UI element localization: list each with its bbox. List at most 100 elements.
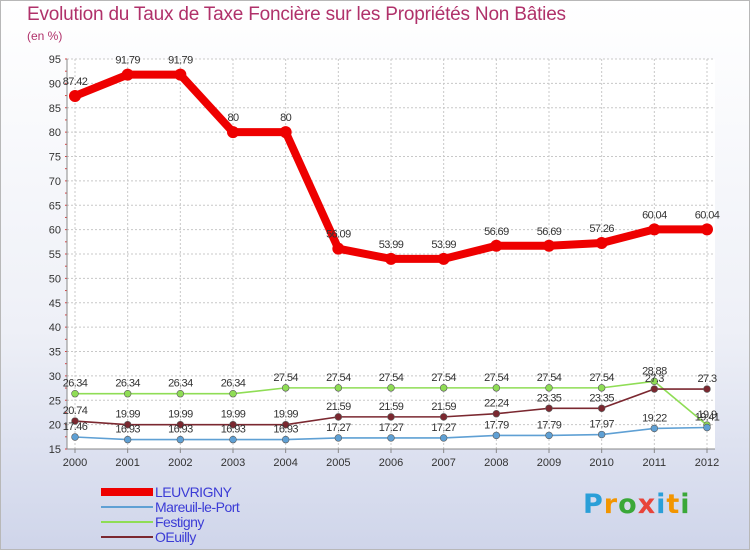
data-label-festigny: 26.34 [115,378,140,390]
data-label-mareuil-le-port: 17.27 [431,422,456,434]
data-label-leuvrigny: 87.42 [63,76,88,88]
data-point-mareuil-le-port [123,435,132,444]
y-tick-label: 70 [49,176,61,188]
logo-letter: o [618,489,638,520]
legend-swatch [101,536,153,538]
x-tick-label: 2003 [221,457,245,469]
legend-label: Festigny [155,514,204,530]
data-label-leuvrigny: 56.09 [326,229,351,241]
data-point-oeuilly [123,420,132,429]
data-label-mareuil-le-port: 17.97 [589,419,614,431]
data-point-leuvrigny [648,223,661,236]
y-tick-label: 20 [49,420,61,432]
x-tick-label: 2007 [431,457,455,469]
data-label-mareuil-le-port: 19.22 [642,412,667,424]
data-label-festigny: 27.54 [484,372,509,384]
data-label-mareuil-le-port: 16.93 [115,424,140,436]
data-label-oeuilly: 27.3 [645,373,664,385]
data-point-festigny [229,390,237,398]
data-point-leuvrigny [227,126,239,139]
data-point-leuvrigny [69,89,81,102]
data-label-leuvrigny: 57.26 [589,223,614,235]
data-point-mareuil-le-port [334,434,343,442]
data-label-mareuil-le-port: 16.93 [273,424,298,436]
data-label-festigny: 27.54 [326,372,351,384]
chart-title: Evolution du Taux de Taxe Foncière sur l… [27,4,566,25]
data-point-mareuil-le-port [176,435,185,444]
y-tick-label: 80 [49,127,61,139]
y-tick-label: 75 [49,152,61,164]
data-point-mareuil-le-port [229,435,237,444]
y-tick-label: 95 [49,54,61,66]
data-point-festigny [650,377,659,386]
legend-label: OEuilly [155,529,196,545]
logo-letter: r [603,489,619,520]
x-tick-label: 2006 [379,457,403,469]
data-label-oeuilly: 21.59 [379,401,404,413]
data-label-festigny: 27.54 [379,372,404,384]
data-label-leuvrigny: 80 [280,112,292,124]
legend-label: Mareuil-le-Port [155,499,240,515]
data-point-leuvrigny [121,68,134,81]
y-tick-label: 45 [49,298,61,310]
data-point-oeuilly [703,385,711,393]
data-point-oeuilly [650,385,659,393]
data-point-oeuilly [229,420,237,429]
legend-swatch [101,521,153,523]
data-label-leuvrigny: 56.69 [484,226,509,238]
data-point-mareuil-le-port [492,431,501,440]
data-point-festigny [597,384,606,392]
data-point-mareuil-le-port [71,433,79,441]
data-label-leuvrigny: 60.04 [695,209,720,221]
data-point-mareuil-le-port [387,434,395,442]
data-point-oeuilly [439,413,448,421]
data-label-oeuilly: 19.99 [168,409,193,421]
x-tick-label: 2010 [589,457,613,469]
y-tick-label: 25 [49,395,61,407]
data-label-oeuilly: 21.59 [431,401,456,413]
data-point-festigny [387,384,395,392]
x-tick-label: 2005 [326,457,350,469]
data-point-leuvrigny [595,236,608,249]
data-point-leuvrigny [701,223,713,236]
logo-letter: P [583,489,604,520]
y-axis-unit-label: (en %) [27,29,63,43]
data-point-festigny [439,384,448,392]
data-point-mareuil-le-port [439,434,448,442]
data-point-mareuil-le-port [597,430,606,439]
x-tick-label: 2002 [168,457,192,469]
x-tick-label: 2001 [115,457,139,469]
data-point-leuvrigny [385,252,397,265]
data-label-festigny: 27.54 [273,372,298,384]
data-point-oeuilly [71,417,79,425]
x-tick-label: 2008 [484,457,508,469]
x-tick-label: 2004 [273,457,297,469]
axes: 15 20 25 30 35 40 45 50 55 60 65 70 75 80 85 90 95 2000 20… [49,54,719,469]
data-labels: 87.42 91.79 91.79 80 80 56.09 53.99 53.99 56.69 5… [63,55,721,436]
data-point-festigny [176,390,185,398]
data-point-festigny [545,384,553,392]
y-tick-label: 15 [49,444,61,456]
legend-swatch [101,506,153,508]
data-point-leuvrigny [490,239,503,252]
data-point-oeuilly [281,420,290,429]
data-label-oeuilly: 19.99 [115,409,140,421]
data-point-leuvrigny [543,239,555,252]
data-label-festigny: 28.88 [642,365,667,377]
data-point-oeuilly [387,413,395,421]
data-point-festigny [71,390,79,398]
data-point-festigny [123,390,132,398]
data-label-oeuilly: 27.3 [697,373,716,385]
data-point-leuvrigny [174,68,187,81]
data-point-festigny [492,384,501,392]
data-point-festigny [281,384,290,392]
data-label-leuvrigny: 60.04 [642,209,667,221]
data-point-oeuilly [597,404,606,412]
data-point-oeuilly [176,420,185,429]
y-tick-label: 85 [49,103,61,115]
data-label-mareuil-le-port: 16.93 [168,424,193,436]
data-point-mareuil-le-port [650,424,659,433]
data-point-leuvrigny [437,252,450,265]
data-label-mareuil-le-port: 16.93 [221,424,246,436]
